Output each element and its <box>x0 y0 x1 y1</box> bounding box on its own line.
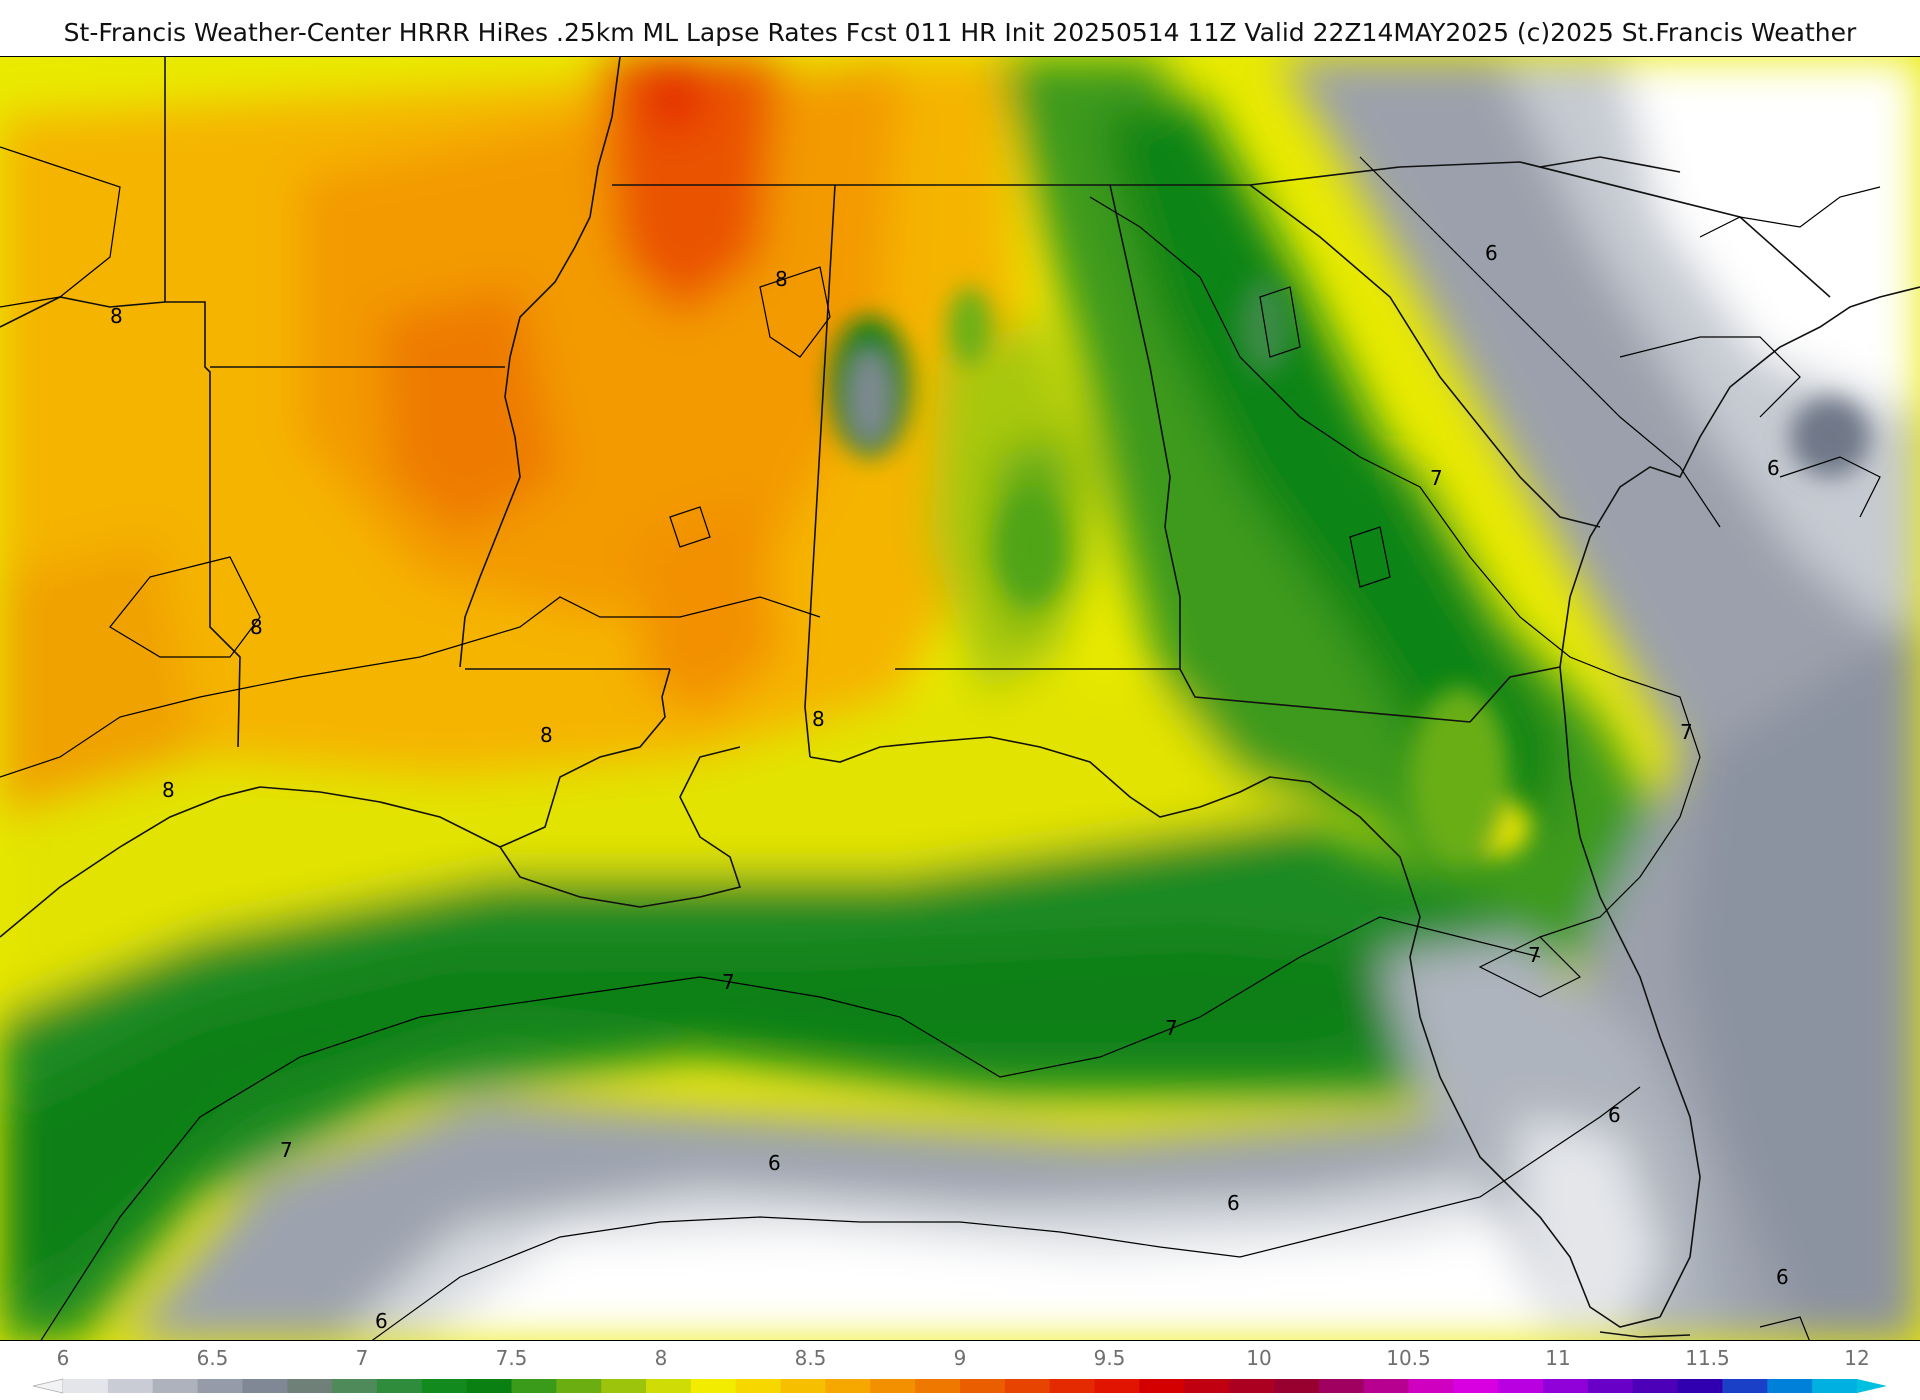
legend-tick-label: 7 <box>356 1346 369 1370</box>
legend-tick-label: 12 <box>1844 1346 1869 1370</box>
boundary-lines <box>0 57 1920 1338</box>
legend-color-swatch <box>1094 1379 1140 1393</box>
legend-tick-label: 10 <box>1246 1346 1271 1370</box>
legend-tick-label: 9.5 <box>1094 1346 1126 1370</box>
legend-color-swatch <box>466 1379 513 1393</box>
lapse-rate-shading <box>0 57 1920 1340</box>
legend-color-swatch <box>1184 1379 1230 1393</box>
legend-color-swatch <box>1767 1379 1813 1393</box>
legend-tick-label: 7.5 <box>496 1346 528 1370</box>
contour-label: 7 <box>1430 466 1443 490</box>
legend-color-swatch <box>1587 1379 1634 1393</box>
legend-color-swatch <box>1004 1379 1051 1393</box>
lapse-rate-map: 8 8 8 8 8 8 7 7 7 7 7 7 6 6 6 6 6 6 6 <box>0 56 1920 1341</box>
legend-color-swatch <box>1632 1379 1679 1393</box>
legend-tick-label: 9 <box>954 1346 967 1370</box>
legend-color-swatch <box>1453 1379 1499 1393</box>
legend-color-swatch <box>332 1379 378 1393</box>
legend-tick-label: 11 <box>1545 1346 1570 1370</box>
legend-tick-label: 6 <box>57 1346 70 1370</box>
legend-color-bar <box>32 1378 1887 1394</box>
legend-color-swatch <box>601 1379 647 1393</box>
contour-label: 6 <box>768 1151 781 1175</box>
legend-color-swatch <box>646 1379 692 1393</box>
contour-label: 7 <box>1165 1016 1178 1040</box>
legend-color-swatch <box>287 1379 333 1393</box>
contour-label: 6 <box>1767 456 1780 480</box>
contour-label: 6 <box>375 1309 388 1333</box>
legend-color-swatch <box>1408 1379 1454 1393</box>
legend-color-swatch <box>1722 1379 1768 1393</box>
legend-color-swatch <box>825 1379 871 1393</box>
legend-color-swatch <box>1273 1379 1320 1393</box>
legend-tick-label: 6.5 <box>197 1346 229 1370</box>
contour-label: 7 <box>1528 943 1541 967</box>
legend-color-swatch <box>1049 1379 1096 1393</box>
contour-label: 6 <box>1485 241 1498 265</box>
legend-color-swatch <box>421 1379 468 1393</box>
legend-color-swatch <box>63 1379 109 1393</box>
legend-color-swatch <box>915 1379 961 1393</box>
contour-label: 7 <box>280 1138 293 1162</box>
contour-label: 8 <box>250 615 263 639</box>
legend-color-swatch <box>1318 1379 1365 1393</box>
legend-tick-labels: 6 6.5 7 7.5 8 8.5 9 9.5 10 10.5 11 11.5 12 <box>57 1346 1870 1370</box>
legend-color-swatch <box>107 1379 154 1393</box>
legend-color-swatch <box>690 1379 737 1393</box>
legend-color-swatch <box>242 1379 288 1393</box>
contour-label: 6 <box>1608 1103 1621 1127</box>
contour-label: 8 <box>162 778 175 802</box>
legend-color-swatch <box>870 1379 916 1393</box>
contour-label: 8 <box>775 267 788 291</box>
contour-value-labels: 8 8 8 8 8 8 7 7 7 7 7 7 6 6 6 6 6 6 6 <box>110 241 1789 1333</box>
contour-label: 7 <box>1680 720 1693 744</box>
legend-color-swatch <box>1543 1379 1589 1393</box>
legend-tick-label: 10.5 <box>1386 1346 1431 1370</box>
legend-color-swatch <box>1677 1379 1724 1393</box>
legend-color-swatch <box>152 1379 199 1393</box>
contour-lines <box>0 146 1881 1340</box>
legend-color-swatch <box>556 1379 602 1393</box>
legend-color-swatch <box>376 1379 423 1393</box>
legend-tick-label: 11.5 <box>1685 1346 1730 1370</box>
legend-color-swatch <box>1498 1379 1544 1393</box>
contour-label: 6 <box>1227 1191 1240 1215</box>
color-scale-legend: 6 6.5 7 7.5 8 8.5 9 9.5 10 10.5 11 11.5 12 <box>0 1341 1920 1400</box>
legend-color-swatch <box>1363 1379 1410 1393</box>
legend-color-swatch <box>780 1379 827 1393</box>
legend-color-swatch <box>1139 1379 1185 1393</box>
legend-color-swatch <box>511 1379 557 1393</box>
legend-color-swatch <box>735 1379 782 1393</box>
legend-color-swatch <box>960 1379 1006 1393</box>
page-title: St-Francis Weather-Center HRRR HiRes .25… <box>63 18 1857 47</box>
contour-label: 8 <box>540 723 553 747</box>
legend-color-swatch <box>1229 1379 1275 1393</box>
legend-tick-label: 8 <box>655 1346 668 1370</box>
contour-label: 7 <box>722 970 735 994</box>
legend-arrow-low <box>32 1378 64 1394</box>
legend-color-swatch <box>1812 1379 1858 1393</box>
contour-label: 8 <box>110 304 123 328</box>
legend-arrow-high <box>1857 1379 1887 1393</box>
contour-label: 8 <box>812 707 825 731</box>
legend-tick-label: 8.5 <box>795 1346 827 1370</box>
contour-label: 6 <box>1776 1265 1789 1289</box>
legend-color-swatch <box>197 1379 243 1393</box>
